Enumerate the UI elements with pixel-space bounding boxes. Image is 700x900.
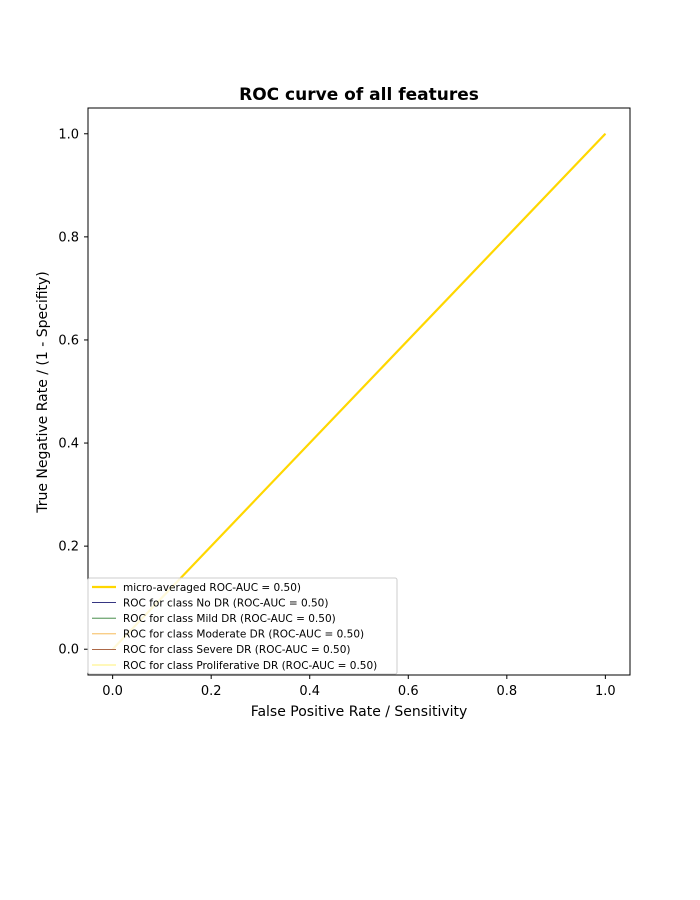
x-tick-label: 0.6 [398,684,419,699]
legend-entry-0: micro-averaged ROC-AUC = 0.50) [123,582,301,594]
y-tick-label: 0.8 [58,230,79,245]
y-tick-label: 0.2 [58,540,79,555]
x-tick-label: 0.0 [102,684,123,699]
x-tick-label: 0.4 [299,684,320,699]
x-tick-label: 0.2 [201,684,222,699]
y-tick-label: 1.0 [58,127,79,142]
legend-entry-2: ROC for class Mild DR (ROC-AUC = 0.50) [123,613,336,625]
legend-entry-1: ROC for class No DR (ROC-AUC = 0.50) [123,597,328,609]
legend-entry-5: ROC for class Proliferative DR (ROC-AUC … [123,660,377,672]
y-tick-label: 0.4 [58,437,79,452]
legend-entry-3: ROC for class Moderate DR (ROC-AUC = 0.5… [123,629,364,641]
x-tick-label: 1.0 [595,684,616,699]
series-lines [111,133,607,650]
x-tick-label: 0.8 [496,684,517,699]
chart-title: ROC curve of all features [239,85,479,105]
x-axis-label: False Positive Rate / Sensitivity [251,704,468,720]
y-tick-label: 0.0 [58,643,79,658]
axis-ticks: 0.0 0.2 0.4 0.6 0.8 1.0 0.0 0.2 0.4 0.6 0.8 1.0 [58,127,615,699]
legend: micro-averaged ROC-AUC = 0.50) ROC for cl… [87,577,398,675]
legend-box [87,577,398,675]
y-axis-label: True Negative Rate / (1 - Specifity) [35,271,51,514]
legend-entry-4: ROC for class Severe DR (ROC-AUC = 0.50) [123,644,351,656]
plot-frame [87,107,631,676]
y-tick-label: 0.6 [58,333,79,348]
series-line-0 [111,133,607,650]
